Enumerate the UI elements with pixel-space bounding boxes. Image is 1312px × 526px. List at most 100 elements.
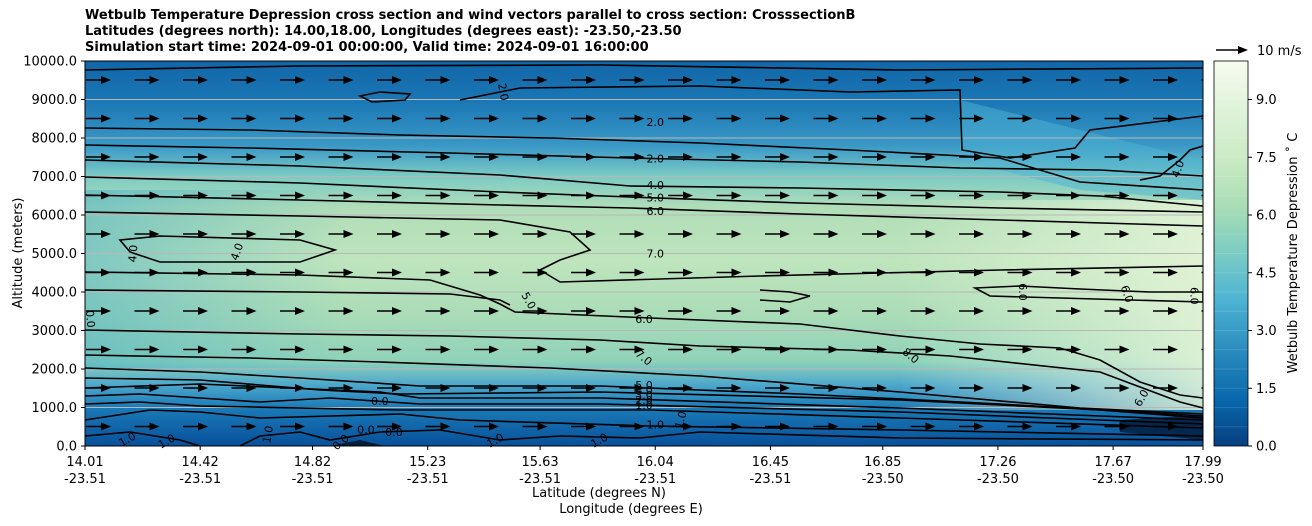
wind-vector-head [1168,268,1178,277]
x-tick-label-lat: 15.63 [521,455,558,470]
x-tick-label-lon: -23.51 [179,472,221,487]
wind-vector-head [246,153,257,161]
contour-label: 2.0 [635,394,653,407]
wind-vector-head [634,230,645,238]
wind-vector-head [586,76,596,84]
wind-vector-head [974,76,984,84]
wind-vector-head [828,307,839,315]
contour-label-text: 2.0 [646,152,664,165]
contour-label: 1.0 [260,425,276,444]
wind-vector-head [149,191,160,200]
wind-vector-head [392,76,402,84]
wind-vector-head [246,384,257,392]
wind-vector-head [1119,422,1130,431]
wind-vector-head [828,191,839,200]
wind-vector-head [974,307,984,315]
chart-title-line-3: Simulation start time: 2024-09-01 00:00:… [85,40,649,55]
wind-vector-head [1022,268,1033,277]
x-tick-label-lon: -23.50 [1182,472,1224,487]
wind-vector-head [246,345,257,354]
wind-vector-head [1071,384,1081,392]
wind-vector-head [343,307,354,315]
wind-vector-head [101,230,111,238]
wind-vector-head [780,230,790,238]
wind-vector-head [586,307,596,315]
wind-vector-head [392,153,402,161]
wind-vector-head [1168,76,1178,84]
wind-vector-head [780,422,790,431]
x-tick-label-lat: 16.04 [637,455,674,470]
wind-vector-head [925,191,936,200]
wind-vector-head [731,114,742,123]
wind-vector-head [295,191,305,200]
contour-line [85,271,1203,399]
wind-vector-head [731,153,742,161]
wind-vector-head [246,230,257,238]
wind-vector-head [586,422,596,431]
wind-vector-head [343,384,354,392]
wind-vector-head [731,384,742,392]
wind-vector-head [683,153,693,161]
wind-vector-head [198,191,208,200]
wind-vector-head [877,191,887,200]
wind-vector-head [101,422,111,431]
wind-vector-head [683,114,693,123]
contour-label-text: 5.0 [635,379,653,392]
wind-vector-head [925,384,936,392]
wind-vector-head [586,268,596,277]
wind-vector-head [295,384,305,392]
contour-label-text: 6.0 [1118,284,1136,305]
wind-vector-head [925,230,936,238]
wind-vector-head [440,345,451,354]
wind-vector-head [683,76,693,84]
wind-vector-head [828,230,839,238]
x-axis-label-lat: Latitude (degrees N) [532,486,666,501]
wind-vector-head [828,422,839,431]
contour-label-text: 2.0 [646,116,664,129]
y-tick-label: 8000.0 [32,132,78,147]
contour-label-text: 4.0 [646,179,664,192]
wind-vector-head [828,345,839,354]
wind-vector-head [1022,230,1033,238]
wind-vector-head [1022,384,1033,392]
wind-vector-head [877,230,887,238]
wind-vector-head [198,384,208,392]
wind-vector-head [780,268,790,277]
wind-vector-head [731,230,742,238]
contour-label-text: 4.0 [126,244,140,263]
wind-vectors [86,76,1203,431]
wind-vector-head [295,230,305,238]
wind-vector-head [1022,422,1033,431]
wind-vector-head [440,191,451,200]
contour-line [85,354,1203,415]
x-tick-label-lat: 16.45 [752,455,789,470]
wind-vector-head [537,76,548,84]
quiver-key-arrow-head [1238,46,1248,54]
wind-vector-head [586,114,596,123]
y-tick-label: 2000.0 [32,363,78,378]
wind-vector-head [149,384,160,392]
wind-vector-head [295,345,305,354]
wind-vector-head [1022,153,1033,161]
contour-line [85,393,1203,425]
wind-vector-head [1071,230,1081,238]
contour-label: 0.0 [83,310,97,329]
wind-vector-head [537,191,548,200]
contour-label: 4.0 [126,244,140,263]
contour-line [759,289,811,303]
contour-line [85,377,1203,419]
contour-line [972,285,1203,303]
wind-vector-head [1168,114,1178,123]
wind-vector-head [295,268,305,277]
wind-vector-head [1071,191,1081,200]
wind-vector-head [537,384,548,392]
x-tick-label-lon: -23.51 [519,472,561,487]
wind-vector-head [1168,153,1178,161]
contour-label: 3.0 [635,389,653,402]
wind-vector-head [1071,345,1081,354]
colorbar-tick-label: 3.0 [1256,324,1277,339]
contour-label-text: 3.0 [635,389,653,402]
wind-vector-head [683,307,693,315]
wind-vector-head [1119,307,1130,315]
wind-vector-head [392,230,402,238]
